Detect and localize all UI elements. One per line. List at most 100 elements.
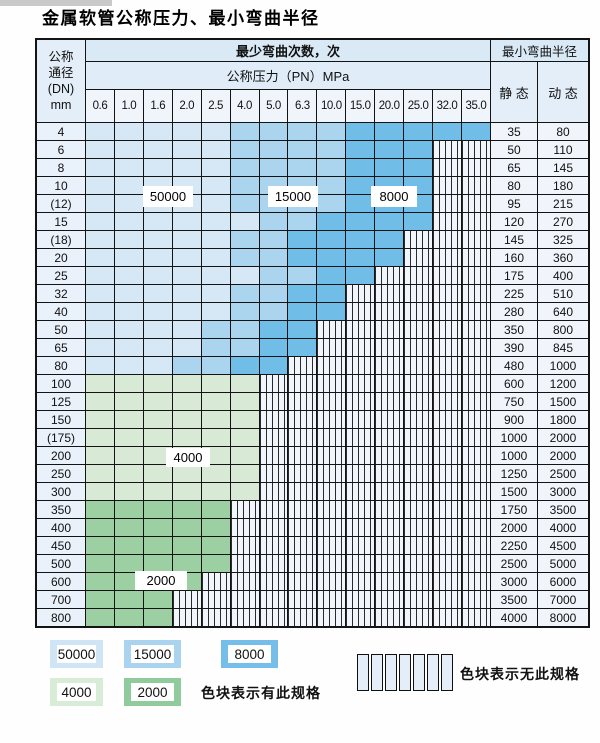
no-spec-cell — [433, 141, 462, 158]
spec-cell — [114, 195, 144, 212]
spec-cell — [86, 411, 115, 428]
spec-cell — [201, 339, 231, 356]
legend-swatch-label: 2000 — [131, 683, 174, 701]
spec-cell — [172, 375, 202, 392]
no-spec-cell — [461, 447, 490, 464]
static-radius-cell: 1000 — [491, 447, 538, 464]
spec-cell — [317, 159, 347, 176]
spec-cell — [172, 357, 202, 374]
no-spec-cell — [404, 249, 434, 266]
spec-cell — [86, 375, 115, 392]
cycle-count-label: 50000 — [143, 186, 193, 207]
spec-cell — [201, 177, 231, 194]
no-spec-cell — [461, 141, 490, 158]
spec-cell — [259, 159, 289, 176]
spec-cell — [172, 141, 202, 158]
no-spec-cell — [433, 339, 462, 356]
spec-cell — [346, 213, 376, 230]
spec-cell — [288, 159, 318, 176]
static-radius-cell: 65 — [491, 159, 538, 176]
dynamic-radius-cell: 145 — [538, 159, 588, 176]
page-title: 金属软管公称压力、最小弯曲半径 — [42, 9, 320, 28]
no-spec-cell — [375, 591, 405, 608]
spec-cell — [201, 141, 231, 158]
radius-header-block: 最小弯曲半径 静 态 动 态 — [491, 40, 588, 122]
table-row: 700 3500 7000 — [37, 591, 588, 609]
dn-cell: 300 — [37, 483, 86, 500]
spec-cell — [143, 393, 173, 410]
no-spec-cell — [375, 267, 405, 284]
table-header: 公称 通径 (DN) mm 最少弯曲次数，次 公称压力（PN）MPa 0.6 1.… — [37, 40, 588, 123]
spec-cell — [317, 303, 347, 320]
spec-cell — [86, 429, 115, 446]
spec-cell — [201, 537, 231, 554]
static-radius-cell: 1250 — [491, 465, 538, 482]
dynamic-radius-cell: 510 — [538, 285, 588, 302]
legend-swatch-label: 4000 — [57, 683, 96, 701]
dynamic-radius-cell: 215 — [538, 195, 588, 212]
dn-cell: (12) — [37, 195, 86, 212]
no-spec-cell — [346, 465, 376, 482]
spec-cell — [86, 249, 115, 266]
table-row: 25 175 400 — [37, 267, 588, 285]
no-spec-cell — [201, 591, 231, 608]
spec-cell — [230, 447, 260, 464]
table-row: 8 65 145 — [37, 159, 588, 177]
static-radius-cell: 80 — [491, 177, 538, 194]
no-spec-cell — [375, 573, 405, 590]
static-radius-cell: 160 — [491, 249, 538, 266]
no-spec-cell — [404, 357, 434, 374]
spec-cell — [86, 483, 115, 500]
dynamic-radius-cell: 6000 — [538, 573, 588, 590]
no-spec-cell — [461, 573, 490, 590]
spec-cell — [375, 231, 405, 248]
pressure-unit-header: 公称压力（PN）MPa — [86, 62, 490, 90]
dynamic-radius-cell: 400 — [538, 267, 588, 284]
static-radius-cell: 4000 — [491, 609, 538, 626]
no-spec-cell — [433, 267, 462, 284]
spec-cell — [143, 555, 173, 572]
spec-cell — [259, 231, 289, 248]
spec-cell — [317, 123, 347, 140]
dn-header-line: mm — [50, 98, 72, 112]
spec-cell — [259, 321, 289, 338]
no-spec-cell — [288, 447, 318, 464]
spec-cell — [143, 411, 173, 428]
spec-cell — [114, 159, 144, 176]
no-spec-cell — [288, 591, 318, 608]
spec-cell — [114, 249, 144, 266]
dn-cell: 450 — [37, 537, 86, 554]
no-spec-cell — [404, 609, 434, 626]
spec-cell — [114, 591, 144, 608]
spec-cell — [259, 357, 289, 374]
dn-cell: 6 — [37, 141, 86, 158]
spec-cell — [201, 429, 231, 446]
spec-cell — [346, 249, 376, 266]
no-spec-cell — [375, 393, 405, 410]
table-row: 400 2000 4000 — [37, 519, 588, 537]
spec-cell — [201, 249, 231, 266]
dynamic-radius-cell: 2000 — [538, 429, 588, 446]
no-spec-cell — [259, 537, 289, 554]
spec-cell — [172, 231, 202, 248]
no-spec-cell — [461, 393, 490, 410]
spec-cell — [201, 555, 231, 572]
spec-cell — [86, 465, 115, 482]
no-spec-cell — [317, 393, 347, 410]
dn-cell: 15 — [37, 213, 86, 230]
spec-cell — [172, 429, 202, 446]
spec-cell — [201, 411, 231, 428]
spec-cell — [143, 483, 173, 500]
no-spec-cell — [317, 447, 347, 464]
dn-cell: 65 — [37, 339, 86, 356]
dynamic-radius-cell: 4000 — [538, 519, 588, 536]
no-spec-cell — [317, 321, 347, 338]
static-radius-cell: 2500 — [491, 555, 538, 572]
spec-cell — [317, 231, 347, 248]
no-spec-cell — [230, 609, 260, 626]
spec-cell — [172, 465, 202, 482]
spec-cell — [288, 249, 318, 266]
spec-cell — [230, 429, 260, 446]
dynamic-header: 动 态 — [538, 62, 588, 122]
spec-cell — [404, 213, 434, 230]
